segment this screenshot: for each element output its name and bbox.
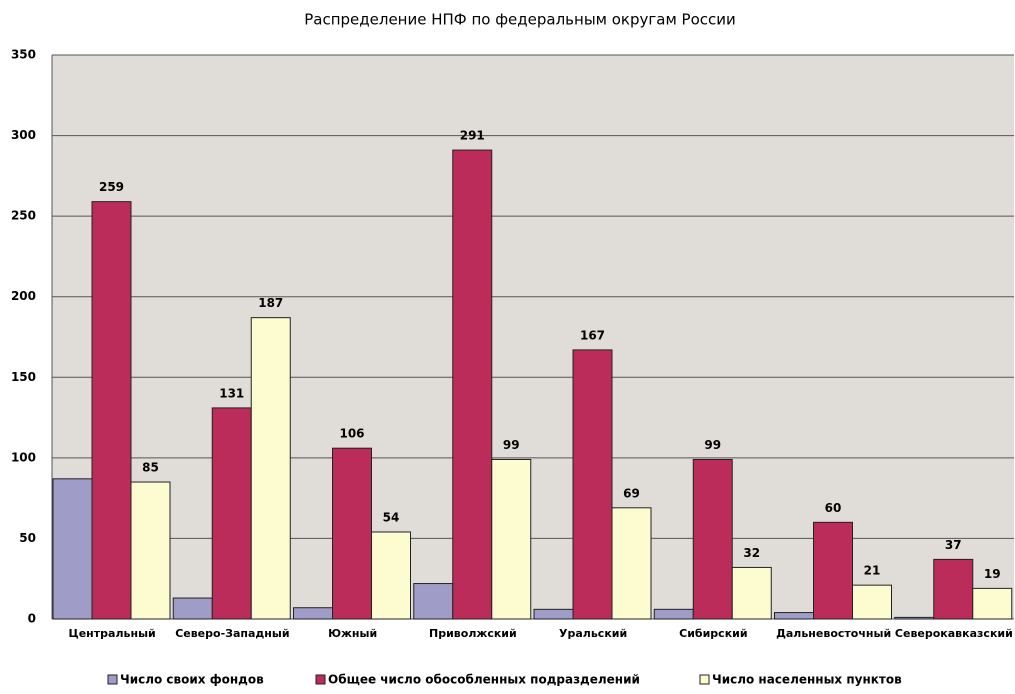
- bar: [413, 583, 454, 620]
- value-label: 69: [623, 486, 640, 500]
- bar: [774, 612, 814, 620]
- bar: [491, 458, 532, 620]
- legend-label: Число населенных пунктов: [712, 673, 902, 687]
- value-label: 32: [743, 546, 760, 560]
- value-label: 291: [460, 129, 485, 143]
- bar: [933, 558, 974, 620]
- bar: [611, 507, 652, 620]
- value-label: 60: [825, 501, 842, 515]
- y-tick-label: 250: [11, 209, 36, 223]
- x-tick-label: Центральный: [69, 627, 156, 640]
- bar: [211, 407, 252, 620]
- legend-label: Общее число обособленных подразделений: [328, 673, 640, 687]
- value-label: 167: [580, 328, 605, 342]
- bar: [452, 149, 493, 620]
- value-label: 187: [258, 296, 283, 310]
- value-label: 19: [984, 567, 1001, 581]
- y-tick-label: 0: [28, 612, 36, 626]
- y-tick-label: 200: [11, 289, 36, 303]
- bar: [172, 597, 213, 620]
- value-label: 99: [704, 438, 721, 452]
- bar: [813, 521, 853, 620]
- y-tick-label: 150: [11, 370, 36, 384]
- bar: [972, 587, 1013, 620]
- bar: [572, 349, 613, 620]
- x-tick-label: Приволжский: [429, 627, 517, 640]
- x-tick-label: Сибирский: [679, 627, 747, 640]
- bar: [653, 608, 694, 620]
- bar: [52, 478, 93, 620]
- value-label: 21: [864, 564, 881, 578]
- legend-swatch: [699, 674, 710, 685]
- value-label: 131: [219, 386, 244, 400]
- y-tick-label: 50: [19, 531, 36, 545]
- bar: [533, 608, 574, 620]
- y-tick-label: 300: [11, 128, 36, 142]
- plot-area: [52, 55, 1014, 619]
- chart-title: Распределение НПФ по федеральным округам…: [304, 11, 736, 29]
- x-tick-label: Северо-Западный: [175, 627, 289, 640]
- value-label: 54: [383, 510, 400, 524]
- bar: [731, 566, 772, 620]
- value-label: 99: [503, 438, 520, 452]
- bar: [332, 447, 372, 620]
- value-label: 37: [945, 538, 962, 552]
- value-label: 85: [142, 461, 159, 475]
- legend-swatch: [107, 674, 118, 685]
- y-tick-label: 350: [11, 48, 36, 62]
- bar: [250, 317, 291, 620]
- bar: [293, 607, 333, 620]
- bar: [91, 201, 132, 620]
- bar: [894, 616, 935, 620]
- y-tick-label: 100: [11, 450, 36, 464]
- legend-label: Число своих фондов: [120, 673, 264, 687]
- x-tick-label: Северокавказский: [895, 627, 1013, 640]
- value-label: 259: [99, 180, 124, 194]
- x-tick-label: Южный: [328, 627, 377, 640]
- legend-swatch: [315, 674, 326, 685]
- x-tick-label: Дальневосточный: [776, 627, 891, 640]
- bar: [852, 584, 892, 620]
- bar: [130, 481, 171, 620]
- bar: [371, 531, 411, 620]
- x-tick-label: Уральский: [559, 627, 627, 640]
- bar: [692, 458, 733, 620]
- value-label: 106: [339, 427, 364, 441]
